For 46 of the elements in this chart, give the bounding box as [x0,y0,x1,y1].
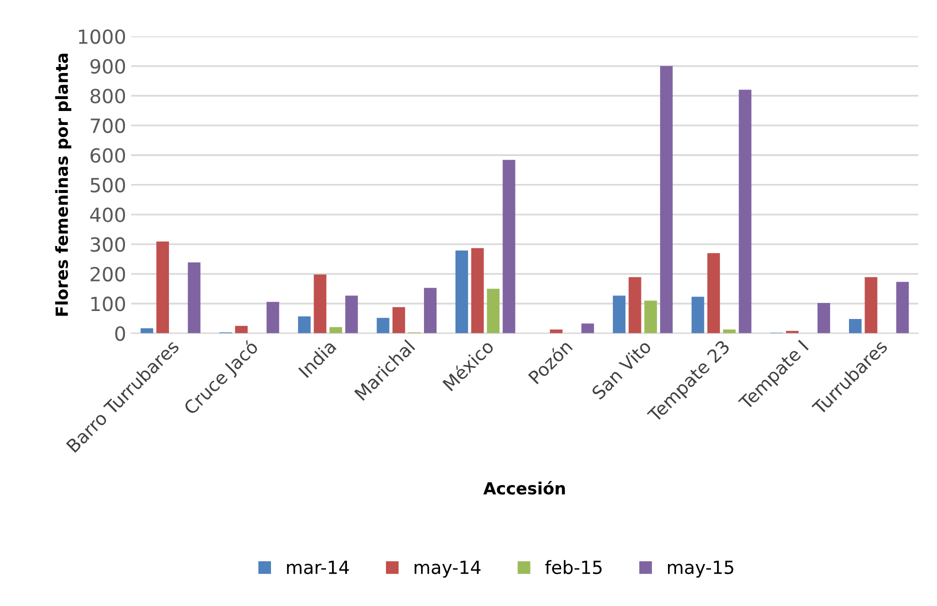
bar [156,242,169,334]
bar [298,316,311,334]
bar [424,288,437,334]
bar [235,326,248,334]
bar [345,296,358,334]
bar [692,296,704,334]
bar [314,274,326,334]
bar [707,253,720,334]
bar [455,250,468,334]
y-tick-label: 600 [90,148,126,163]
y-tick-label: 200 [90,266,126,282]
bar [266,302,280,334]
y-tick-label: 100 [91,296,126,312]
y-tick-label: 500 [90,178,126,192]
bar [612,296,626,334]
bar [660,66,673,334]
x-axis-title: Accesión [483,481,565,495]
bar [188,262,200,334]
bar [392,307,406,334]
bar [628,277,642,334]
bar [644,300,657,334]
y-tick-label: 700 [90,118,126,134]
bar [581,324,594,334]
legend-label: feb-15 [545,560,602,574]
y-tick-label: 1000 [78,29,126,44]
bar [818,303,830,334]
y-tick-label: 800 [90,88,126,104]
bar [330,327,342,334]
legend-label: may-14 [414,560,481,578]
bar [471,248,484,334]
bar [848,319,862,334]
bar [738,90,752,334]
bar [864,277,878,334]
bar [502,160,516,334]
y-tick-label: 300 [90,237,126,252]
y-tick-label: 900 [90,59,126,74]
bar [376,318,390,334]
bar [723,329,736,334]
bar [896,282,909,334]
y-tick-label: 0 [115,326,126,341]
legend-label: mar-14 [287,560,349,574]
legend-label: may-15 [668,560,734,578]
bar [550,329,562,334]
bar [486,288,500,334]
y-axis-title: Flores femeninas por planta [55,54,72,316]
y-tick-label: 400 [90,207,126,222]
